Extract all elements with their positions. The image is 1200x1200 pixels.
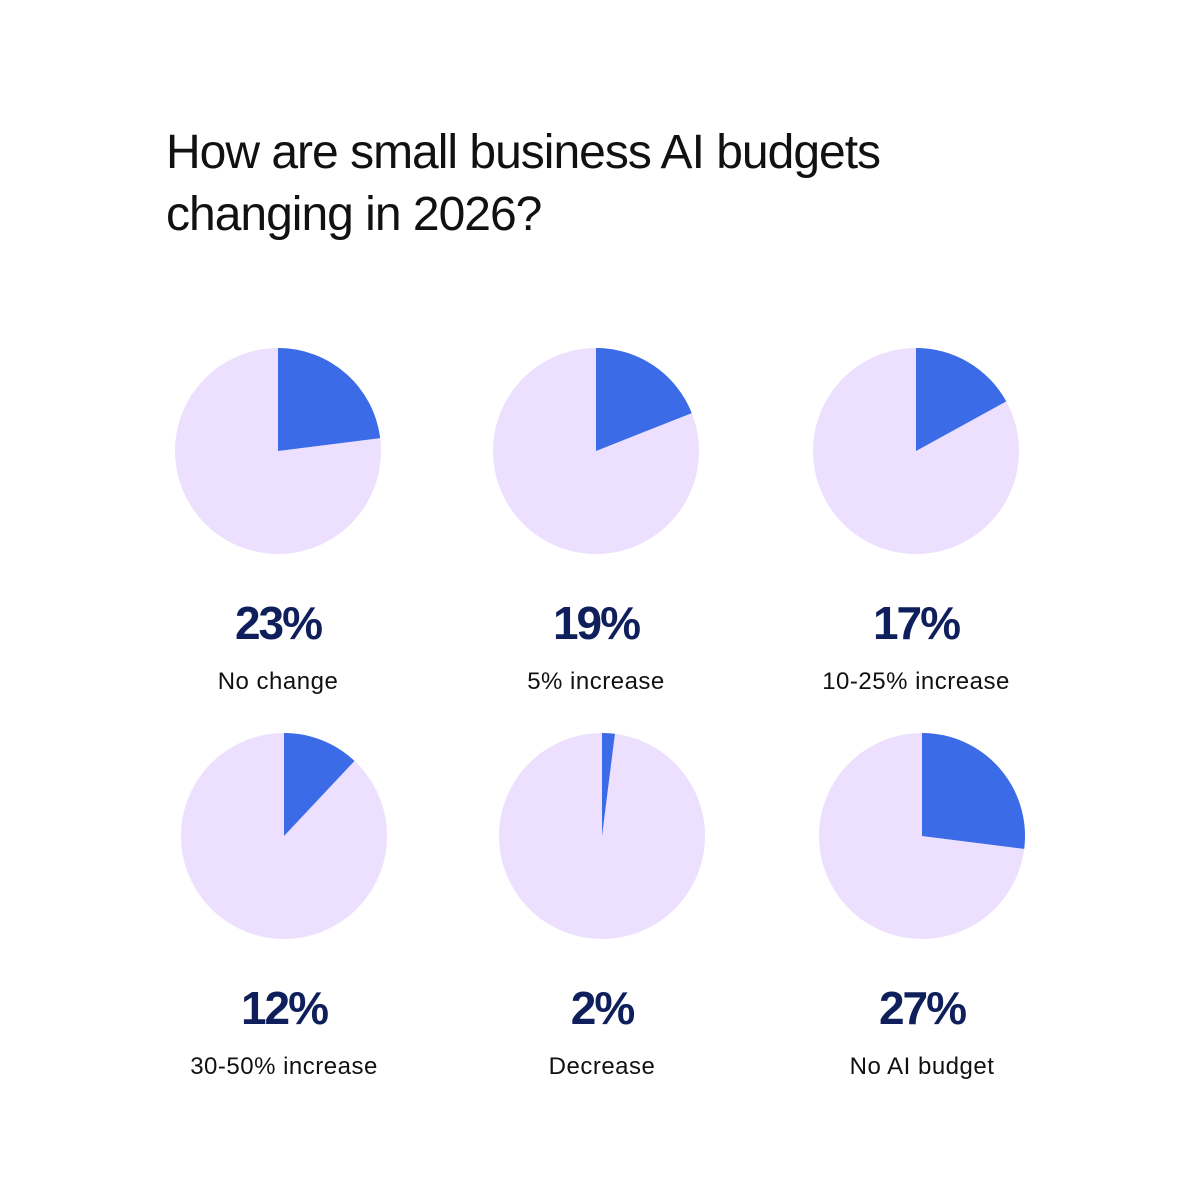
pie-slice [602,733,615,836]
value-label: 23% [235,597,322,649]
category-label: Decrease [549,1053,656,1080]
pie-slice [278,348,381,451]
value-label: 27% [879,982,966,1034]
pie-slice [916,348,1007,451]
pie-slice [596,348,692,451]
value-label: 19% [553,597,640,649]
chart-title: How are small business AI budgets changi… [166,126,881,241]
category-label: 10-25% increase [822,668,1010,695]
value-label: 17% [873,597,960,649]
pie-slice [922,733,1025,849]
pie-slice [284,733,355,836]
category-label: 30-50% increase [190,1053,378,1080]
value-label: 2% [571,982,635,1034]
value-label: 12% [241,982,328,1034]
category-label: No AI budget [850,1053,995,1080]
category-label: No change [218,668,339,695]
category-label: 5% increase [527,668,665,695]
